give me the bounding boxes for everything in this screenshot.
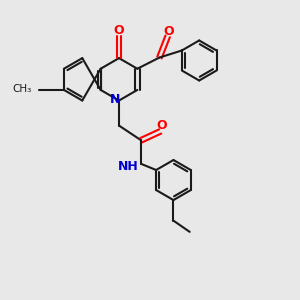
Text: O: O (156, 119, 167, 132)
Text: NH: NH (118, 160, 139, 173)
Text: N: N (110, 93, 120, 106)
Text: O: O (114, 24, 124, 37)
Text: CH₃: CH₃ (12, 84, 32, 94)
Text: O: O (163, 25, 174, 38)
